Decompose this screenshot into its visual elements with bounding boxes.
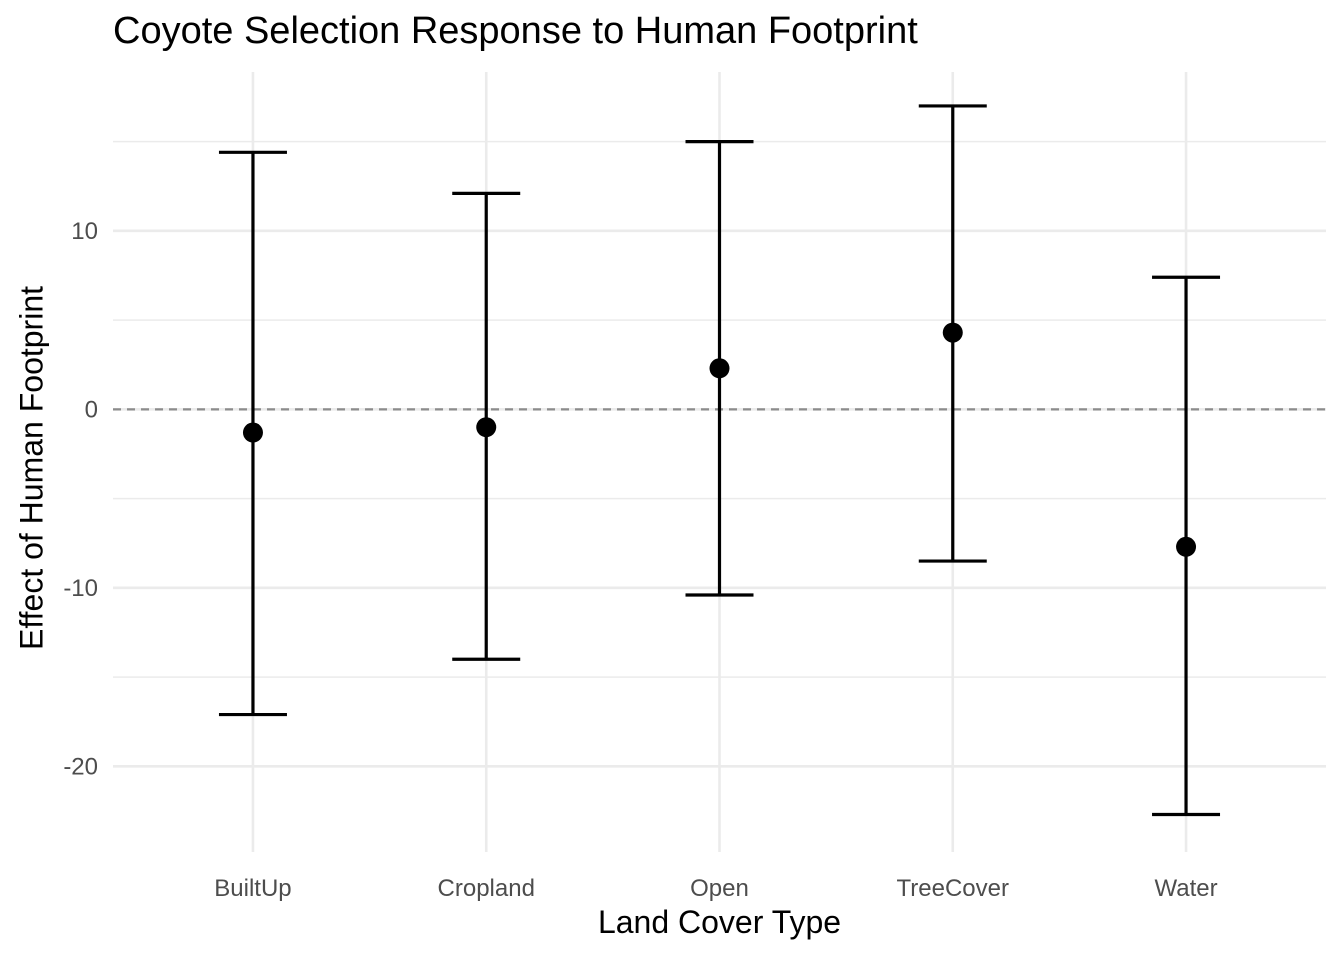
y-tick-label: -20: [63, 753, 98, 780]
x-tick-label: Cropland: [438, 875, 535, 902]
estimate-point-open: [709, 358, 730, 379]
estimate-point-cropland: [476, 417, 497, 438]
y-tick-label: 0: [85, 396, 98, 423]
x-axis-label: Land Cover Type: [597, 904, 842, 940]
y-axis-label: Effect of Human Footprint: [13, 285, 50, 651]
y-tick-label: 10: [71, 218, 98, 245]
chart-title: Coyote Selection Response to Human Footp…: [113, 10, 918, 52]
y-tick-labels: -20 -10 0 10: [63, 218, 98, 780]
x-tick-label: TreeCover: [897, 875, 1009, 902]
estimate-point-builtup: [242, 422, 263, 443]
estimate-point-water: [1176, 536, 1197, 557]
x-tick-label: BuiltUp: [214, 875, 291, 902]
estimate-points: [242, 322, 1197, 557]
estimate-point-treecover: [942, 322, 963, 343]
x-tick-labels: BuiltUp Cropland Open TreeCover Water: [214, 875, 1217, 902]
x-tick-label: Water: [1154, 875, 1217, 902]
x-tick-label: Open: [690, 875, 749, 902]
y-tick-label: -10: [63, 575, 98, 602]
